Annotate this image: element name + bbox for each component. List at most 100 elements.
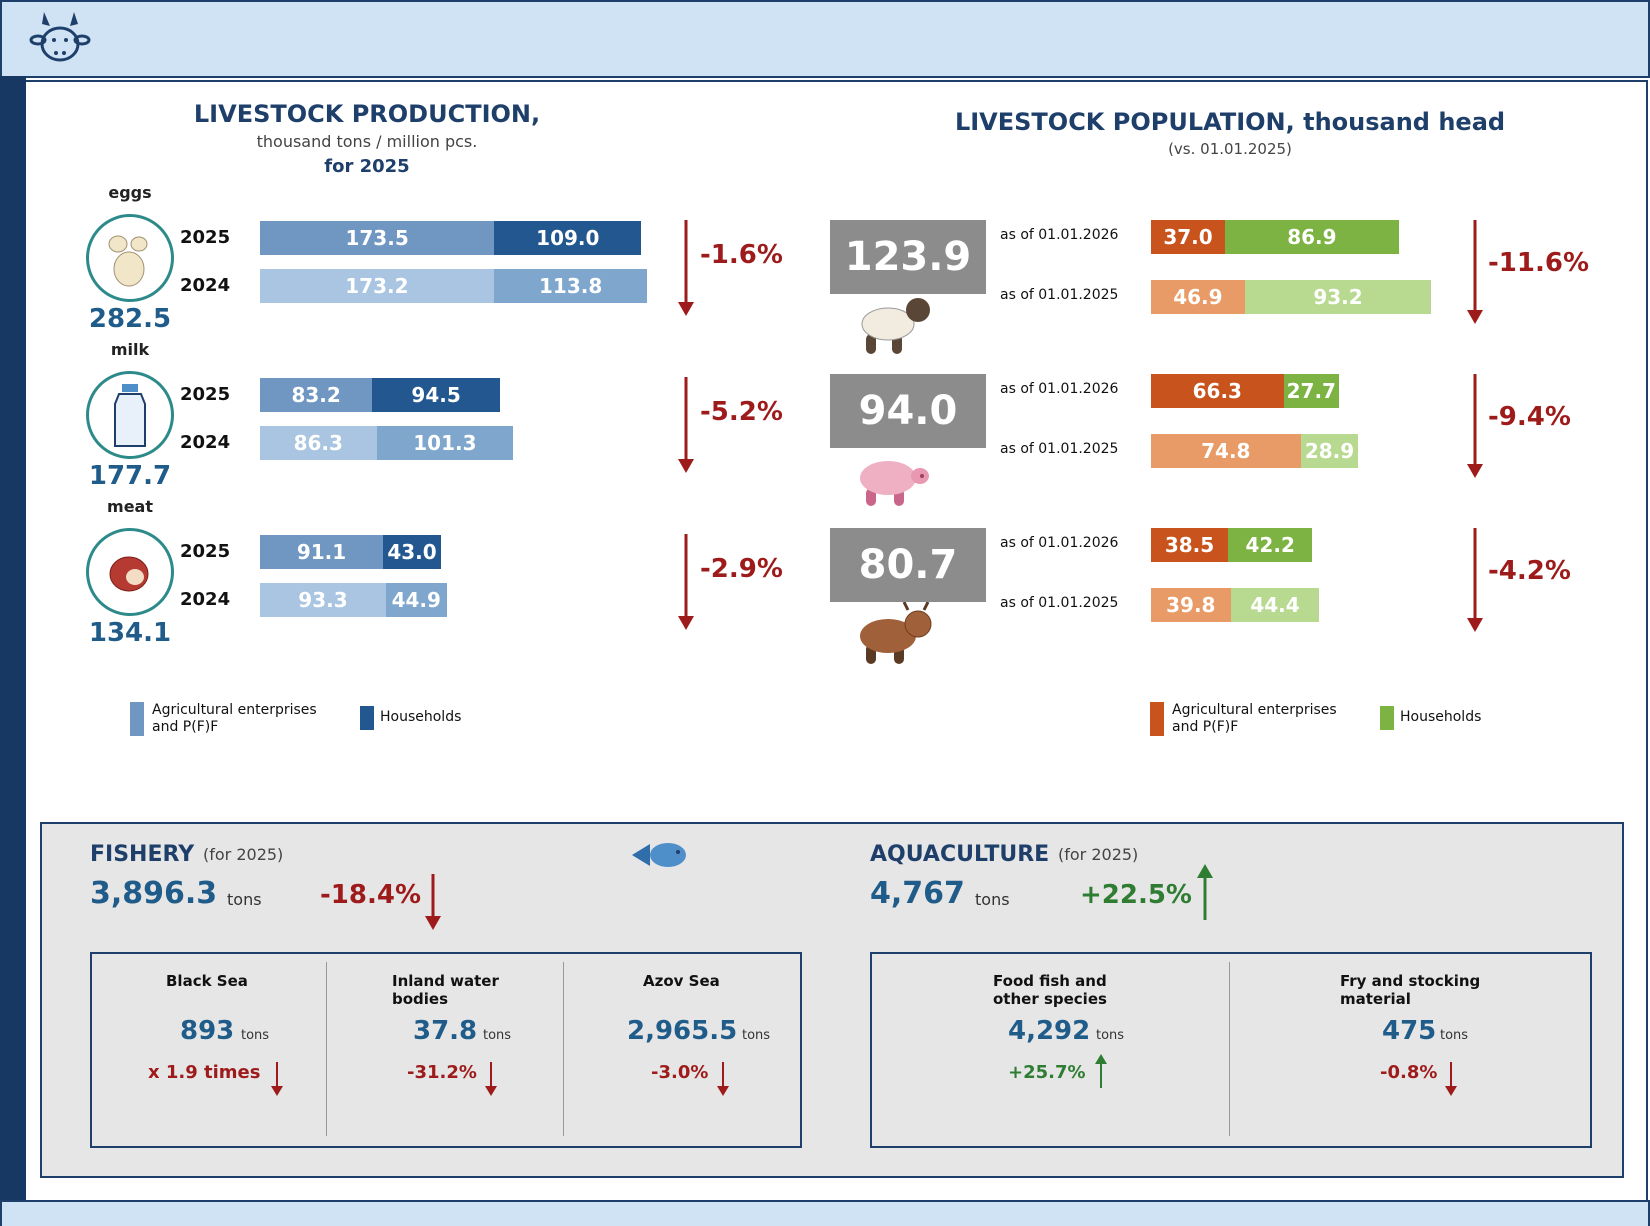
bar-enterprises: 86.3 <box>260 426 377 460</box>
population-total: 123.9 <box>830 220 986 294</box>
arrow-down-icon <box>271 1062 283 1096</box>
cow-icon <box>856 601 940 676</box>
bar-households: 43.0 <box>382 535 442 569</box>
bar-enterprises: 38.5 <box>1151 528 1228 562</box>
meat-icon <box>86 528 174 616</box>
bar-households: 101.3 <box>376 426 514 460</box>
legend-swatch-households <box>360 706 374 730</box>
population-total: 94.0 <box>830 374 986 448</box>
bar-enterprises: 91.1 <box>260 535 383 569</box>
legend-label-enterprises-pop: Agricultural enterprises and P(F)F <box>1172 702 1337 735</box>
change-value: -4.2% <box>1488 556 1571 586</box>
aqua-unit: tons <box>1096 1028 1125 1043</box>
production-title: LIVESTOCK PRODUCTION, <box>193 100 541 128</box>
date-label: as of 01.01.2026 <box>1000 227 1119 243</box>
aquaculture-change: +22.5% <box>1080 880 1192 910</box>
divider <box>1229 962 1230 1136</box>
product-label: milk <box>110 340 150 359</box>
bar-enterprises: 173.5 <box>260 221 495 255</box>
area-name-azov: Azov Sea <box>643 972 720 990</box>
change-value: -2.9% <box>700 554 783 584</box>
date-label: as of 01.01.2025 <box>1000 441 1119 457</box>
bar-enterprises: 173.2 <box>260 269 494 303</box>
area-unit: tons <box>742 1028 771 1043</box>
bar-households: 109.0 <box>494 221 642 255</box>
arrow-down-icon <box>678 220 694 316</box>
bar-households: 86.9 <box>1225 220 1399 254</box>
legend-label-households-pop: Households <box>1400 709 1482 725</box>
date-label: as of 01.01.2025 <box>1000 595 1119 611</box>
legend-swatch-enterprises-pop <box>1150 702 1164 736</box>
aqua-change-fry: -0.8% <box>1380 1062 1438 1083</box>
fishery-areas-box <box>90 952 802 1148</box>
product-total: 134.1 <box>88 618 172 648</box>
arrow-down-icon <box>1445 1062 1457 1096</box>
legend-label-enterprises: Agricultural enterprises and P(F)F <box>152 702 317 735</box>
change-value: -5.2% <box>700 397 783 427</box>
divider <box>326 962 327 1136</box>
change-value: -11.6% <box>1488 248 1589 278</box>
aqua-value-food-fish: 4,292 <box>1008 1016 1091 1046</box>
bar-enterprises: 74.8 <box>1151 434 1301 468</box>
area-unit: tons <box>241 1028 270 1043</box>
aqua-unit: tons <box>1440 1028 1469 1043</box>
product-total: 177.7 <box>88 461 172 491</box>
aqua-name-food-fish: Food fish and other species <box>993 972 1107 1008</box>
aqua-name-fry: Fry and stocking material <box>1340 972 1481 1008</box>
aquaculture-items-box <box>870 952 1592 1148</box>
fish-icon <box>632 843 686 867</box>
date-label: as of 01.01.2026 <box>1000 535 1119 551</box>
year-label: 2025 <box>180 227 231 248</box>
bar-enterprises: 46.9 <box>1151 280 1245 314</box>
population-subtitle: (vs. 01.01.2025) <box>1168 140 1292 158</box>
area-value-azov: 2,965.5 <box>627 1016 738 1046</box>
production-period: for 2025 <box>324 156 410 177</box>
arrow-up-icon <box>1197 864 1213 920</box>
area-value-black-sea: 893 <box>180 1016 235 1046</box>
population-title: LIVESTOCK POPULATION, thousand head <box>954 108 1506 136</box>
arrow-down-icon <box>425 874 441 930</box>
fishery-change: -18.4% <box>320 880 421 910</box>
arrow-up-icon <box>1095 1054 1107 1088</box>
date-label: as of 01.01.2025 <box>1000 287 1119 303</box>
product-label: eggs <box>108 183 152 202</box>
bar-households: 28.9 <box>1300 434 1359 468</box>
legend-swatch-households-pop <box>1380 706 1394 730</box>
year-label: 2025 <box>180 541 231 562</box>
bar-households: 113.8 <box>493 269 648 303</box>
legend-swatch-enterprises <box>130 702 144 736</box>
pig-icon <box>856 452 940 520</box>
bar-enterprises: 93.3 <box>260 583 386 617</box>
bar-enterprises: 37.0 <box>1151 220 1225 254</box>
bar-enterprises: 39.8 <box>1151 588 1231 622</box>
aquaculture-period: (for 2025) <box>1058 845 1139 864</box>
arrow-down-icon <box>485 1062 497 1096</box>
product-label: meat <box>107 497 153 516</box>
bar-households: 94.5 <box>372 378 500 412</box>
area-unit: tons <box>483 1028 512 1043</box>
change-value: -1.6% <box>700 240 783 270</box>
bar-households: 42.2 <box>1228 528 1313 562</box>
arrow-down-icon <box>1467 220 1483 324</box>
year-label: 2025 <box>180 384 231 405</box>
change-value: -9.4% <box>1488 402 1571 432</box>
arrow-down-icon <box>678 377 694 473</box>
footer-band <box>0 1200 1650 1226</box>
area-name-inland: Inland water bodies <box>392 972 499 1008</box>
bar-households: 93.2 <box>1244 280 1432 314</box>
date-label: as of 01.01.2026 <box>1000 381 1119 397</box>
aqua-change-food-fish: +25.7% <box>1008 1062 1086 1083</box>
left-strip <box>0 76 26 1200</box>
year-label: 2024 <box>180 589 231 610</box>
eggs-icon <box>86 214 174 302</box>
area-change-black-sea: x 1.9 times <box>148 1062 261 1083</box>
area-change-inland: -31.2% <box>407 1062 477 1083</box>
production-subtitle: thousand tons / million pcs. <box>256 132 478 151</box>
bar-households: 44.9 <box>385 583 447 617</box>
fishery-period: (for 2025) <box>203 845 284 864</box>
arrow-down-icon <box>1467 528 1483 632</box>
bar-households: 44.4 <box>1230 588 1320 622</box>
aqua-value-fry: 475 <box>1382 1016 1437 1046</box>
aquaculture-unit: tons <box>975 890 1010 909</box>
bar-enterprises: 83.2 <box>260 378 373 412</box>
